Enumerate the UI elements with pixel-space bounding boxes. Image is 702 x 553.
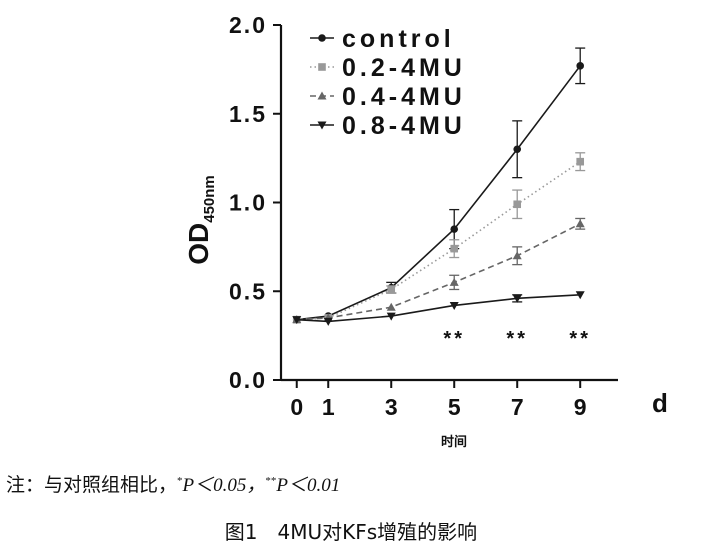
y-tick-label: 1.0 — [229, 190, 267, 216]
legend-marker — [317, 91, 327, 100]
data-point — [512, 294, 522, 303]
legend-label: 0.2-4MU — [342, 54, 466, 82]
y-tick-label: 1.5 — [229, 101, 267, 127]
legend-entry: control — [310, 25, 455, 53]
figure-caption: 图1 4MU对KFs增殖的影响 — [224, 520, 478, 544]
footnote-prefix: 注：与对照组相比， — [6, 475, 178, 496]
data-point — [575, 291, 585, 300]
series-line — [296, 161, 581, 321]
data-point — [576, 62, 585, 70]
legend-entry: 0.4-4MU — [310, 83, 466, 111]
y-axis-label: OD450nm — [183, 175, 218, 265]
x-tick-label: 5 — [448, 394, 461, 420]
footnote-sig1: P＜0.05， — [182, 475, 266, 496]
x-axis-sublabel: 时间 — [441, 434, 467, 450]
significance-marker: ** — [443, 328, 465, 350]
legend-entry: 0.8-4MU — [310, 112, 466, 140]
data-point — [449, 301, 459, 310]
significance-marker: ** — [506, 328, 528, 350]
legend-marker — [318, 63, 326, 71]
y-tick-label: 0.5 — [229, 278, 267, 304]
data-point — [449, 277, 459, 286]
x-axis-label: d — [652, 388, 668, 418]
legend-label: control — [342, 25, 455, 53]
x-tick-label: 0 — [290, 394, 303, 420]
legend-label: 0.4-4MU — [342, 83, 466, 111]
footnote-sig2: P＜0.01 — [276, 475, 341, 496]
series-0.2-4MU — [292, 152, 586, 324]
series-line — [296, 294, 581, 323]
legend-label: 0.8-4MU — [342, 112, 466, 140]
legend-marker — [317, 121, 327, 130]
data-point — [292, 316, 302, 325]
x-tick-label: 7 — [511, 394, 524, 420]
data-point — [387, 285, 396, 294]
y-tick-label: 2.0 — [229, 12, 267, 38]
data-point — [386, 312, 396, 321]
data-point — [323, 317, 333, 326]
series-line — [296, 223, 581, 321]
x-tick-label: 9 — [574, 394, 587, 420]
data-point — [512, 251, 522, 260]
data-point — [386, 302, 396, 311]
chart-series — [292, 47, 586, 326]
x-tick-label: 3 — [385, 394, 398, 420]
footnote-sig1-mark: * — [177, 475, 183, 487]
data-point — [575, 219, 585, 228]
series-line — [296, 65, 581, 321]
significance-annotations: ** ** ** — [443, 328, 591, 350]
data-point — [450, 225, 459, 233]
data-point — [450, 244, 459, 253]
footnote-sig2-mark: ** — [265, 475, 277, 487]
x-tick-label: 1 — [322, 394, 335, 420]
legend-marker — [318, 34, 326, 42]
data-point — [513, 145, 522, 154]
significance-marker: ** — [569, 328, 591, 350]
legend-entry: 0.2-4MU — [310, 54, 466, 82]
y-axis-label-sub: 450nm — [201, 175, 218, 223]
y-axis-ticks: 0.0 0.5 1.0 1.5 2.0 — [229, 12, 281, 393]
data-point — [513, 200, 522, 209]
footnote: 注：与对照组相比，*P＜0.05，**P＜0.01 — [6, 470, 340, 497]
data-point — [576, 157, 585, 166]
y-tick-label: 0.0 — [229, 367, 267, 393]
series-0.8-4MU — [292, 291, 585, 326]
